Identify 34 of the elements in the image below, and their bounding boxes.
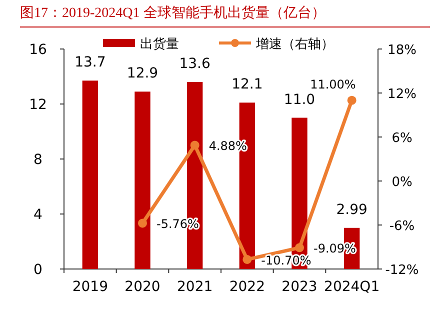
y2-tick-label: 6% <box>392 131 412 146</box>
y-tick-label: 12 <box>29 97 47 113</box>
x-tick-label: 2020 <box>124 279 160 295</box>
data-label: 2.99 <box>336 202 368 218</box>
bar <box>82 80 98 269</box>
data-label: 11.00% <box>310 77 356 92</box>
data-label: 12.9 <box>126 66 158 82</box>
point <box>242 254 252 264</box>
y2-tick-label: 12% <box>388 87 416 102</box>
point <box>347 96 356 105</box>
point <box>295 243 304 252</box>
chart-title: 图17：2019-2024Q1 全球智能手机出货量（亿台） <box>20 5 326 21</box>
x-tick-label: 2021 <box>177 279 213 295</box>
y-tick-label: 0 <box>34 262 42 278</box>
x-tick-label: 2023 <box>282 279 318 295</box>
data-label: 11.0 <box>284 92 316 108</box>
y2-tick-label: -12% <box>385 263 419 278</box>
x-tick-label: 2019 <box>72 279 108 295</box>
y2-tick-label: 0% <box>392 175 412 190</box>
legend-label: 增速（右轴） <box>255 37 334 52</box>
x-tick-label: 2022 <box>229 279 265 295</box>
data-label: 12.1 <box>232 76 263 93</box>
y2-tick-label: 18% <box>388 43 416 58</box>
data-label: 13.6 <box>179 56 211 72</box>
bar <box>134 92 150 269</box>
y-tick-label: 4 <box>34 207 43 223</box>
y-tick-label: 16 <box>29 42 47 58</box>
point <box>138 218 147 228</box>
y-tick-label: 8 <box>34 152 42 168</box>
data-label: 13.7 <box>74 54 106 71</box>
y2-tick-label: -6% <box>389 219 415 234</box>
legend-label: 出货量 <box>140 37 179 52</box>
x-tick-label: 2024Q1 <box>324 279 380 295</box>
point <box>190 140 200 150</box>
